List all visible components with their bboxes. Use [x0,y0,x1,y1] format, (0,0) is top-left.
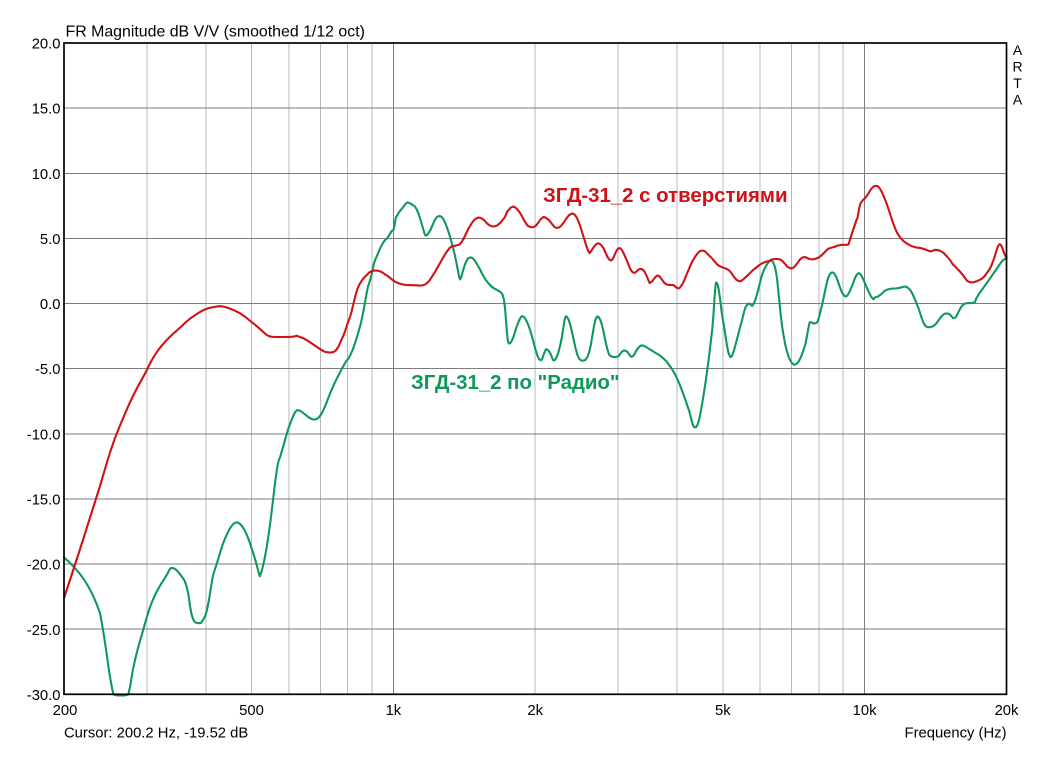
svg-text:A: A [1013,92,1023,108]
svg-text:10k: 10k [853,703,877,719]
svg-text:-30.0: -30.0 [27,688,61,704]
svg-text:15.0: 15.0 [32,102,61,118]
svg-text:2k: 2k [527,703,543,719]
svg-text:Frequency (Hz): Frequency (Hz) [905,725,1007,741]
svg-text:-20.0: -20.0 [27,558,61,574]
svg-text:-10.0: -10.0 [27,427,61,443]
svg-text:5.0: 5.0 [40,232,61,248]
svg-text:20.0: 20.0 [32,37,61,53]
svg-text:0.0: 0.0 [40,297,61,313]
svg-text:Cursor: 200.2 Hz, -19.52 dB: Cursor: 200.2 Hz, -19.52 dB [64,725,248,741]
svg-text:FR Magnitude dB V/V (smoothed: FR Magnitude dB V/V (smoothed 1/12 oct) [66,23,365,40]
svg-text:-25.0: -25.0 [27,623,61,639]
svg-text:T: T [1013,75,1022,91]
svg-text:20k: 20k [995,703,1019,719]
svg-text:200: 200 [53,703,78,719]
svg-text:1k: 1k [386,703,402,719]
svg-text:ЗГД-31_2 по "Радио": ЗГД-31_2 по "Радио" [411,372,620,394]
svg-text:ЗГД-31_2 с отверстиями: ЗГД-31_2 с отверстиями [543,185,788,207]
svg-text:-15.0: -15.0 [27,493,61,509]
svg-text:R: R [1012,59,1022,75]
svg-text:10.0: 10.0 [32,167,61,183]
svg-text:500: 500 [239,703,264,719]
svg-text:A: A [1013,42,1023,58]
svg-text:-5.0: -5.0 [35,362,61,378]
svg-text:5k: 5k [715,703,731,719]
